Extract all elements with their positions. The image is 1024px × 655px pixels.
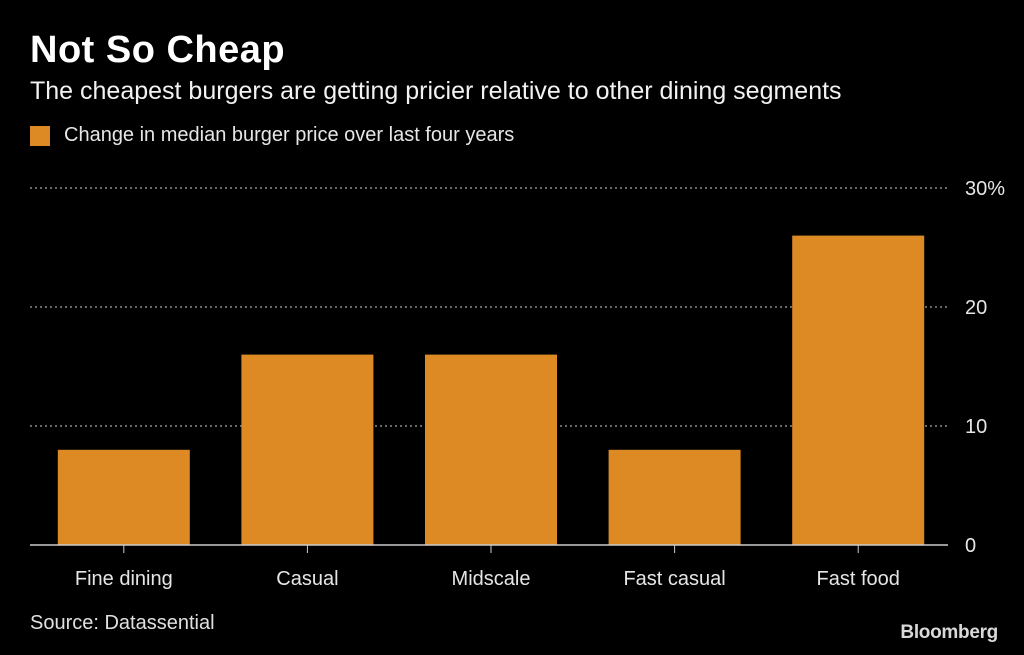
- y-tick-label: 0: [965, 535, 976, 557]
- legend-swatch: [30, 125, 50, 146]
- x-tick-label: Fast food: [817, 568, 900, 590]
- bar: [57, 449, 190, 545]
- legend-label: Change in median burger price over last …: [64, 124, 515, 146]
- y-tick-label: 10: [965, 416, 987, 438]
- source-note: Source: Datassential: [30, 612, 215, 634]
- y-tick-label: 20: [965, 297, 987, 319]
- legend: Change in median burger price over last …: [30, 124, 514, 147]
- bar: [425, 354, 557, 545]
- bar: [241, 354, 374, 545]
- x-tick-label: Fine dining: [75, 568, 173, 590]
- x-tick-label: Casual: [276, 568, 338, 590]
- y-tick-label: 30%: [965, 178, 1005, 200]
- bloomberg-logo: Bloomberg: [900, 622, 998, 643]
- x-tick-label: Midscale: [452, 568, 531, 590]
- bar: [608, 449, 741, 545]
- bar: [792, 235, 925, 545]
- chart-title: Not So Cheap: [30, 29, 286, 71]
- chart-subtitle: The cheapest burgers are getting pricier…: [30, 77, 842, 105]
- x-tick-label: Fast casual: [623, 568, 725, 590]
